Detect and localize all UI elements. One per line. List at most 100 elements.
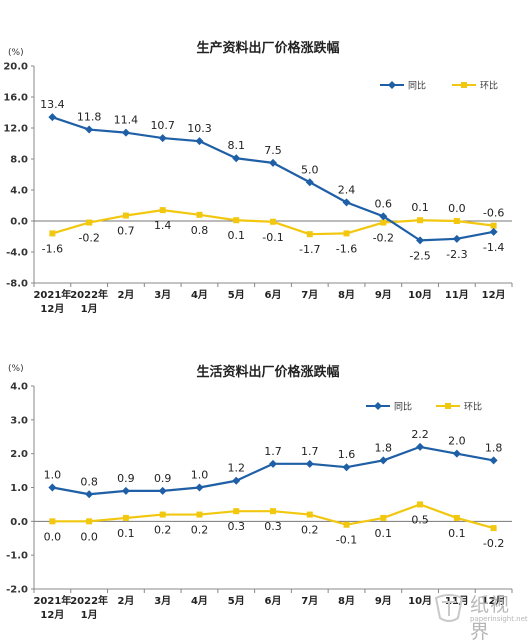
data-label: 0.9: [154, 472, 172, 485]
data-point: [196, 211, 203, 218]
data-label: 0.8: [80, 475, 98, 488]
data-point: [121, 486, 130, 495]
data-point: [159, 207, 166, 214]
data-point: [379, 212, 388, 221]
data-point: [452, 234, 461, 243]
data-label: -2.3: [446, 248, 467, 261]
x-tick-label: 10月: [408, 289, 432, 301]
data-point: [417, 501, 424, 508]
data-label: 7.5: [264, 144, 282, 157]
data-label: -0.1: [336, 534, 357, 547]
data-label: 0.1: [411, 201, 429, 214]
data-point: [306, 511, 313, 518]
data-point: [489, 456, 498, 465]
data-point: [342, 463, 351, 472]
data-label: -1.6: [336, 242, 357, 255]
data-label: 10.7: [150, 119, 175, 132]
watermark: 纸视界 paperinsight.net: [430, 588, 528, 643]
data-point: [416, 236, 425, 245]
data-label: 0.3: [264, 520, 282, 533]
data-label: 0.1: [375, 527, 393, 540]
data-point: [232, 154, 241, 163]
legend-marker: [461, 82, 467, 88]
price-charts-svg: 生产资料出厂价格涨跌幅 (%) 20.0 16.0 12.0 8.0 4.0 0.0 -4.0 -…: [3, 40, 513, 621]
data-label: -1.6: [42, 242, 63, 255]
x-tick-label: 2021年: [33, 594, 71, 607]
data-label: 0.8: [191, 224, 209, 237]
data-label: -1.7: [299, 243, 320, 256]
legend-label: 同比: [394, 401, 412, 413]
y-tick-label: 1.0: [10, 483, 28, 494]
data-label: 1.2: [227, 462, 245, 475]
data-point: [489, 227, 498, 236]
data-point: [490, 222, 497, 229]
x-tick-label: 3月: [154, 595, 171, 607]
data-point: [343, 521, 350, 528]
data-point: [380, 514, 387, 521]
data-label: 1.7: [264, 445, 282, 458]
y-tick-label: -1.0: [6, 551, 28, 562]
x-tick-label: 2022年: [70, 594, 108, 607]
y-tick-label: -2.0: [6, 585, 28, 596]
data-label: -1.4: [483, 241, 504, 254]
data-point: [490, 525, 497, 532]
data-label: 0.1: [448, 527, 466, 540]
data-point: [158, 134, 167, 143]
x-tick-label: 3月: [154, 289, 171, 301]
data-point: [121, 128, 130, 137]
x-tick-label: 2月: [117, 595, 134, 607]
data-label: 8.1: [227, 139, 245, 152]
y-tick-label: 0.0: [10, 517, 28, 528]
y-tick-label: 4.0: [10, 186, 28, 197]
x-tick-label: 4月: [191, 289, 208, 301]
y-tick-label: 4.0: [10, 382, 28, 393]
x-tick-label: 9月: [375, 595, 392, 607]
x-tick-label: 12月: [40, 303, 64, 315]
data-label: 11.4: [114, 114, 139, 127]
x-tick-label: 6月: [265, 595, 282, 607]
data-point: [49, 518, 56, 525]
data-point: [49, 230, 56, 237]
data-label: 0.3: [227, 520, 245, 533]
x-tick-label: 5月: [228, 289, 245, 301]
data-point: [233, 217, 240, 224]
data-point: [48, 113, 57, 122]
x-tick-label: 10月: [408, 595, 432, 607]
legend-marker: [445, 403, 451, 409]
x-tick-label: 4月: [191, 595, 208, 607]
y-axis-unit: (%): [8, 364, 24, 374]
x-tick-label: 5月: [228, 595, 245, 607]
data-label: 0.7: [117, 225, 135, 238]
data-point: [122, 514, 129, 521]
data-label: 1.6: [338, 448, 356, 461]
data-label: 0.1: [227, 229, 245, 242]
watermark-subtext: paperinsight.net: [470, 615, 528, 623]
data-point: [416, 442, 425, 451]
data-label: -0.2: [373, 232, 394, 245]
data-point: [270, 218, 276, 225]
data-label: 0.1: [117, 527, 135, 540]
x-tick-label: 11月: [445, 289, 469, 301]
data-point: [343, 230, 350, 237]
y-tick-label: 20.0: [3, 62, 28, 73]
data-point: [453, 514, 460, 521]
data-point: [233, 508, 240, 515]
x-tick-label: 6月: [265, 289, 282, 301]
data-label: 0.2: [154, 524, 172, 537]
data-point: [86, 219, 93, 226]
x-tick-label: 1月: [81, 609, 98, 621]
watermark-logo-icon: [434, 594, 464, 622]
chart-title: 生活资料出厂价格涨跌幅: [196, 364, 339, 380]
data-label: -0.2: [483, 537, 504, 550]
chart-2: 生活资料出厂价格涨跌幅 (%) 4.0 3.0 2.0 1.0 0.0 -1.0 -2.0 202…: [6, 364, 513, 621]
data-point: [305, 178, 314, 187]
legend-label: 环比: [480, 80, 498, 92]
data-label: 1.8: [485, 441, 503, 454]
data-point: [232, 476, 241, 485]
data-label: 0.5: [411, 513, 429, 526]
data-point: [306, 231, 313, 238]
chart-title: 生产资料出厂价格涨跌幅: [196, 40, 339, 56]
data-label: 0.2: [301, 524, 319, 537]
data-point: [85, 125, 94, 134]
data-label: 2.2: [411, 428, 429, 441]
